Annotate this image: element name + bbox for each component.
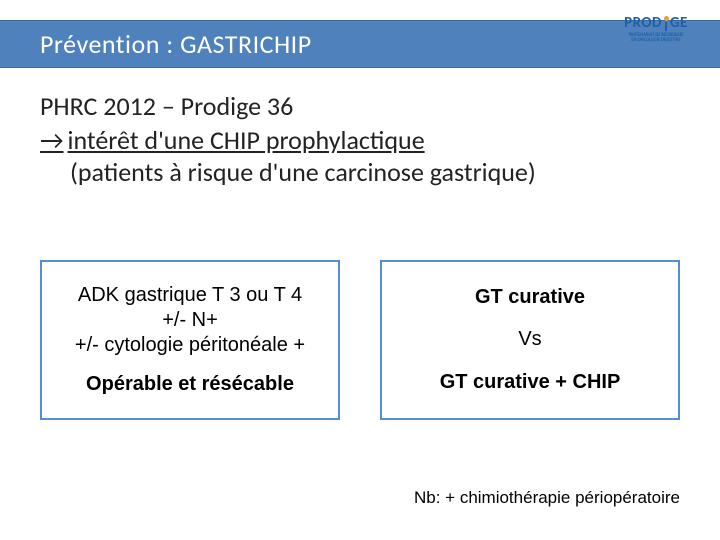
eligibility-l4: Opérable et résécable bbox=[86, 372, 294, 397]
eligibility-group-1: ADK gastrique T 3 ou T 4 +/- N+ +/- cyto… bbox=[75, 283, 305, 358]
arm-2: GT curative + CHIP bbox=[440, 370, 621, 395]
comparison-boxes: ADK gastrique T 3 ou T 4 +/- N+ +/- cyto… bbox=[40, 260, 680, 420]
footnote: Nb: + chimiothérapie périopératoire bbox=[414, 488, 680, 508]
intro-line-1: PHRC 2012 – Prodige 36 bbox=[40, 90, 680, 122]
arrow-right-icon: → bbox=[40, 124, 64, 156]
slide-title: Prévention : GASTRICHIP bbox=[0, 28, 312, 60]
eligibility-l3: +/- cytologie péritonéale + bbox=[75, 333, 305, 358]
eligibility-l2: +/- N+ bbox=[75, 308, 305, 333]
prodige-logo: PROD GE PARTENARIAT DE RECHERCHE EN ONCO… bbox=[602, 4, 710, 54]
intro-block: PHRC 2012 – Prodige 36 → intérêt d'une C… bbox=[40, 90, 680, 188]
logo-i-icon bbox=[663, 16, 669, 31]
arm-vs: Vs bbox=[518, 327, 541, 352]
logo-text-prefix: PROD bbox=[624, 14, 662, 32]
arms-box: GT curative Vs GT curative + CHIP bbox=[380, 260, 680, 420]
arm-1: GT curative bbox=[475, 285, 585, 310]
intro-line-2: → intérêt d'une CHIP prophylactique bbox=[40, 124, 680, 156]
intro-line-2-text: intérêt d'une CHIP prophylactique bbox=[68, 124, 425, 156]
logo-wordmark: PROD GE bbox=[624, 14, 688, 32]
intro-line-3: (patients à risque d'une carcinose gastr… bbox=[40, 156, 680, 188]
eligibility-l1: ADK gastrique T 3 ou T 4 bbox=[75, 283, 305, 308]
logo-subtitle-line2: EN ONCOLOGIE DIGESTIVE bbox=[629, 39, 684, 44]
eligibility-box: ADK gastrique T 3 ou T 4 +/- N+ +/- cyto… bbox=[40, 260, 340, 420]
logo-subtitle: PARTENARIAT DE RECHERCHE EN ONCOLOGIE DI… bbox=[629, 34, 684, 44]
logo-text-suffix: GE bbox=[670, 14, 688, 32]
